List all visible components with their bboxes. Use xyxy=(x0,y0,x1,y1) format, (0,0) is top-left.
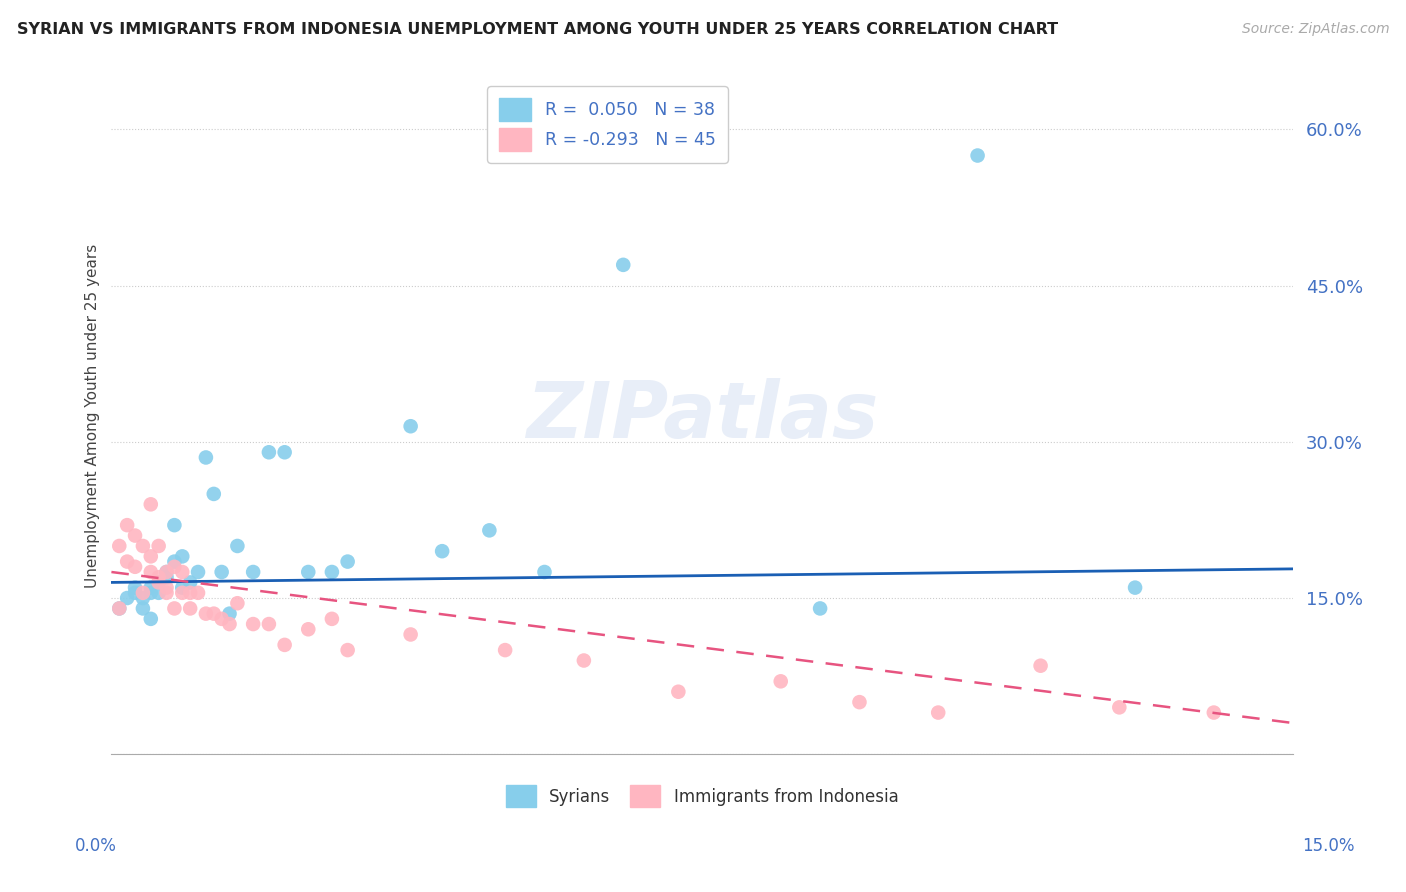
Point xyxy=(148,570,170,584)
Point xyxy=(273,445,295,459)
Point xyxy=(202,607,225,621)
Point xyxy=(257,617,280,632)
Point xyxy=(399,627,422,641)
Point xyxy=(321,612,343,626)
Point xyxy=(132,586,155,600)
Point xyxy=(966,148,988,162)
Point xyxy=(572,653,595,667)
Point xyxy=(132,601,155,615)
Point xyxy=(242,617,264,632)
Point xyxy=(297,565,319,579)
Point xyxy=(124,581,146,595)
Point xyxy=(148,586,170,600)
Point xyxy=(155,581,177,595)
Point xyxy=(124,559,146,574)
Point xyxy=(172,581,194,595)
Point xyxy=(336,643,359,657)
Point xyxy=(108,601,131,615)
Point xyxy=(172,586,194,600)
Point xyxy=(179,601,201,615)
Text: 15.0%: 15.0% xyxy=(1302,837,1355,855)
Point xyxy=(808,601,831,615)
Point xyxy=(769,674,792,689)
Point xyxy=(1029,658,1052,673)
Text: Source: ZipAtlas.com: Source: ZipAtlas.com xyxy=(1241,22,1389,37)
Point xyxy=(297,622,319,636)
Point xyxy=(139,497,162,511)
Point xyxy=(211,612,233,626)
Point xyxy=(179,575,201,590)
Point xyxy=(139,549,162,564)
Point xyxy=(155,565,177,579)
Point xyxy=(226,596,249,610)
Point xyxy=(478,524,501,538)
Point xyxy=(115,555,138,569)
Point xyxy=(1202,706,1225,720)
Point xyxy=(1123,581,1146,595)
Point xyxy=(226,539,249,553)
Point xyxy=(148,539,170,553)
Text: 0.0%: 0.0% xyxy=(75,837,117,855)
Y-axis label: Unemployment Among Youth under 25 years: Unemployment Among Youth under 25 years xyxy=(86,244,100,588)
Point xyxy=(163,601,186,615)
Point xyxy=(336,555,359,569)
Point xyxy=(399,419,422,434)
Point xyxy=(108,601,131,615)
Point xyxy=(194,450,217,465)
Point xyxy=(848,695,870,709)
Point xyxy=(132,591,155,605)
Point xyxy=(1108,700,1130,714)
Point xyxy=(148,575,170,590)
Point xyxy=(172,565,194,579)
Point xyxy=(148,575,170,590)
Point xyxy=(139,581,162,595)
Point xyxy=(172,549,194,564)
Point xyxy=(139,586,162,600)
Text: ZIPatlas: ZIPatlas xyxy=(526,378,879,454)
Point xyxy=(273,638,295,652)
Point xyxy=(494,643,516,657)
Point xyxy=(124,528,146,542)
Point xyxy=(430,544,453,558)
Point xyxy=(115,518,138,533)
Point xyxy=(533,565,555,579)
Point xyxy=(218,617,240,632)
Text: SYRIAN VS IMMIGRANTS FROM INDONESIA UNEMPLOYMENT AMONG YOUTH UNDER 25 YEARS CORR: SYRIAN VS IMMIGRANTS FROM INDONESIA UNEM… xyxy=(17,22,1057,37)
Point xyxy=(155,565,177,579)
Point xyxy=(927,706,949,720)
Point xyxy=(187,565,209,579)
Point xyxy=(163,555,186,569)
Point xyxy=(257,445,280,459)
Point xyxy=(108,539,131,553)
Point xyxy=(124,586,146,600)
Point xyxy=(202,487,225,501)
Point xyxy=(218,607,240,621)
Point xyxy=(155,570,177,584)
Point xyxy=(179,586,201,600)
Point xyxy=(115,591,138,605)
Point xyxy=(132,539,155,553)
Legend: Syrians, Immigrants from Indonesia: Syrians, Immigrants from Indonesia xyxy=(499,779,905,814)
Point xyxy=(139,612,162,626)
Point xyxy=(155,586,177,600)
Point xyxy=(163,559,186,574)
Point xyxy=(321,565,343,579)
Point xyxy=(163,518,186,533)
Point xyxy=(139,565,162,579)
Point xyxy=(211,565,233,579)
Point xyxy=(666,684,689,698)
Point xyxy=(187,586,209,600)
Point xyxy=(194,607,217,621)
Point xyxy=(612,258,634,272)
Point xyxy=(242,565,264,579)
